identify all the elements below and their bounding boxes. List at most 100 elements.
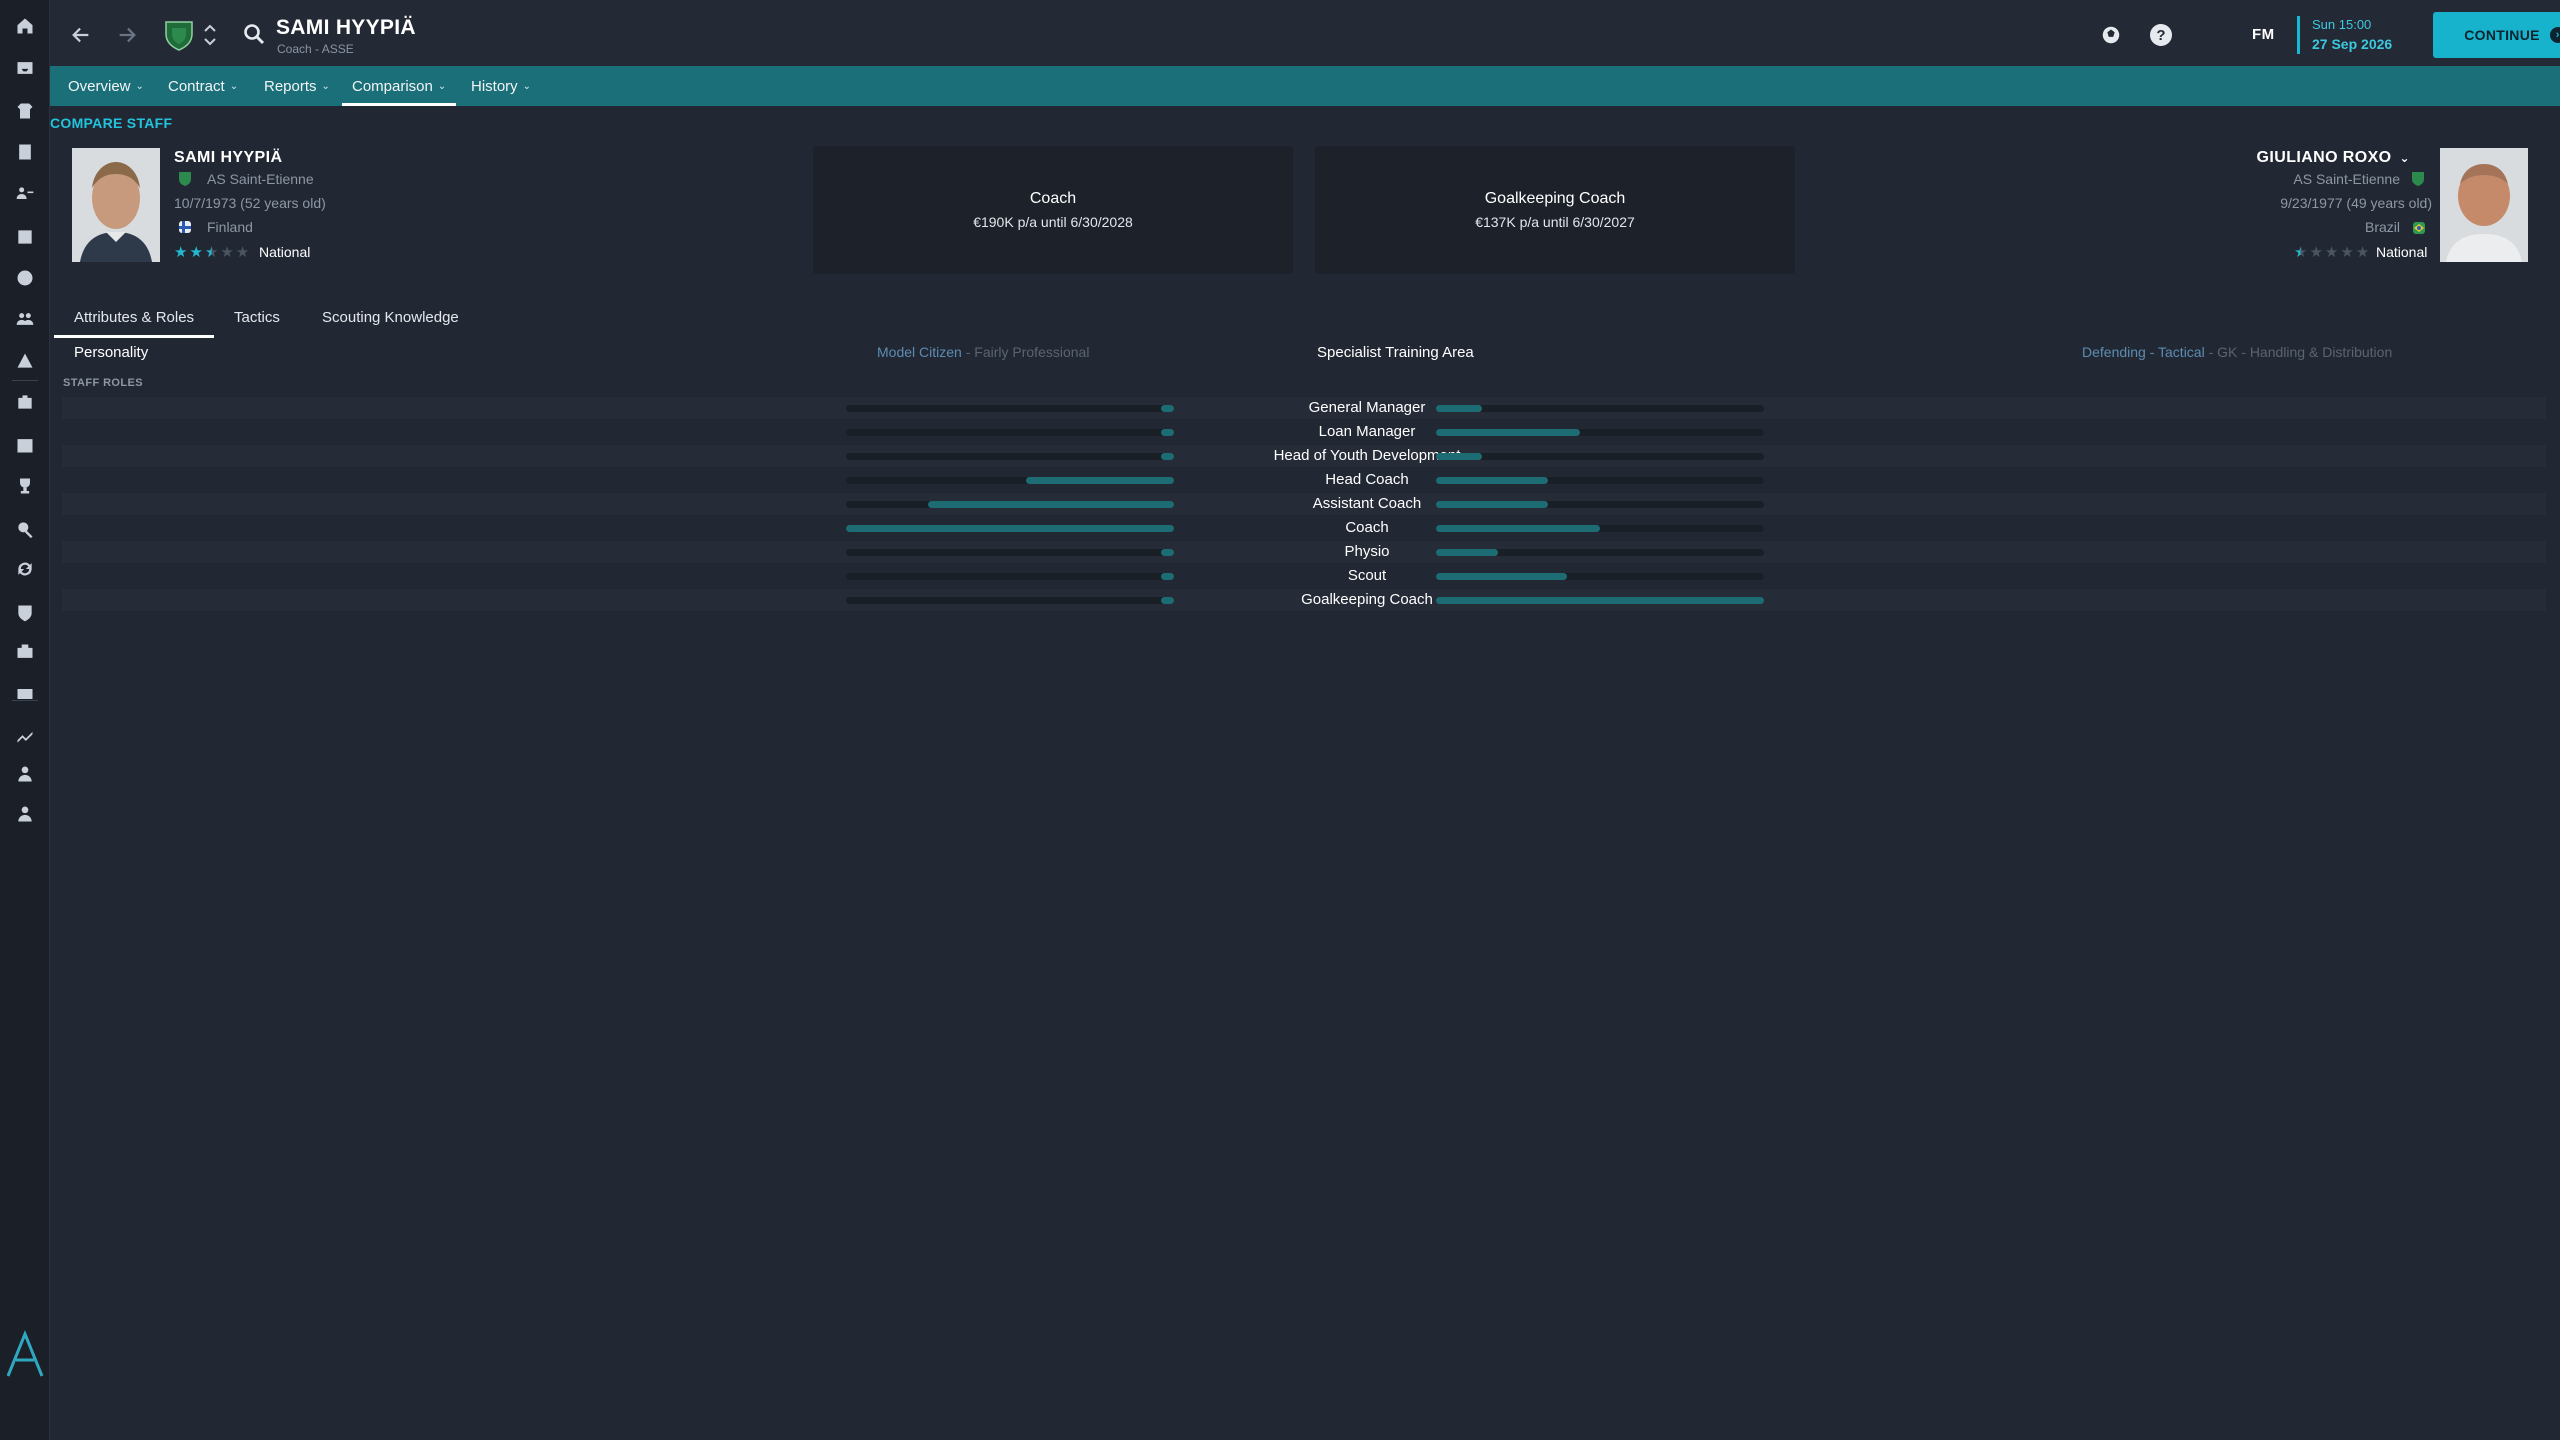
right-role-contract: €137K p/a until 6/30/2027 <box>1475 214 1635 230</box>
star-icon: ★ <box>235 244 250 261</box>
staff-photo-left-icon <box>72 148 160 262</box>
star-icon: ★ <box>2355 244 2370 261</box>
menu-comparison-label: Comparison <box>352 77 433 95</box>
left-role-bar-track <box>846 405 1174 412</box>
help-icon: ? <box>2150 24 2172 46</box>
left-role-bar-track <box>846 597 1174 604</box>
star-icon: ★ <box>2309 244 2323 261</box>
fm-social-button[interactable] <box>2098 22 2124 48</box>
tab-attributes-roles[interactable]: Attributes & Roles <box>74 298 194 336</box>
date-accent-bar <box>2297 16 2300 54</box>
section-title: COMPARE STAFF <box>50 115 173 131</box>
transfers-icon[interactable] <box>13 557 37 581</box>
back-button[interactable] <box>66 20 96 50</box>
menu-history[interactable]: History ⌄ <box>471 66 531 106</box>
menu-overview[interactable]: Overview ⌄ <box>68 66 144 106</box>
dynamics-icon[interactable] <box>13 307 37 331</box>
search-icon[interactable] <box>242 22 266 46</box>
data-hub-icon[interactable] <box>13 724 37 748</box>
right-role-bar <box>1436 597 1764 604</box>
staff-icon[interactable] <box>13 182 37 206</box>
staff-role-row: Head of Youth Development <box>62 445 2546 467</box>
manager-icon[interactable] <box>13 762 37 786</box>
right-role-card: Goalkeeping Coach €137K p/a until 6/30/2… <box>1315 146 1795 274</box>
left-role-bar-track <box>846 453 1174 460</box>
finland-flag-icon <box>179 221 191 233</box>
staff-profile-icon[interactable] <box>13 802 37 826</box>
right-staff-club[interactable]: AS Saint-Etienne <box>2293 171 2400 187</box>
help-button[interactable]: ? <box>2148 22 2174 48</box>
menu-history-label: History <box>471 77 518 95</box>
staff-role-label: Scout <box>1347 567 1387 584</box>
right-staff-name-select[interactable]: GIULIANO ROXO ⌄ <box>2180 149 2410 167</box>
right-role-bar-track <box>1436 573 1764 580</box>
chevron-down-icon: ⌄ <box>437 80 447 92</box>
scouting-icon[interactable] <box>13 517 37 541</box>
star-icon: ★ <box>189 244 203 261</box>
finances-icon[interactable] <box>13 640 37 664</box>
menu-reports[interactable]: Reports ⌄ <box>264 66 330 106</box>
left-role-contract: €190K p/a until 6/30/2028 <box>973 214 1133 230</box>
staff-role-label: General Manager <box>1308 399 1426 416</box>
right-role-bar <box>1436 573 1568 580</box>
chevron-down-icon: ⌄ <box>229 80 239 92</box>
tab-tactics-label: Tactics <box>234 308 280 326</box>
home-icon[interactable] <box>13 14 37 38</box>
staff-role-label: Physio <box>1344 543 1390 560</box>
active-tab-indicator <box>54 335 214 338</box>
left-staff-nation[interactable]: Finland <box>207 219 253 235</box>
arrow-left-icon <box>72 27 89 43</box>
tab-scouting-knowledge[interactable]: Scouting Knowledge <box>322 298 459 336</box>
star-icon: ★ <box>2324 244 2339 261</box>
staff-role-label: Assistant Coach <box>1312 495 1422 512</box>
inbox-icon[interactable] <box>13 56 37 80</box>
left-staff-dob: 10/7/1973 (52 years old) <box>174 195 326 211</box>
tab-tactics[interactable]: Tactics <box>234 298 280 336</box>
left-staff-name[interactable]: SAMI HYYPIÄ <box>174 149 283 166</box>
staff-role-row: Coach <box>62 517 2546 539</box>
schedule-icon[interactable] <box>13 433 37 457</box>
continue-button[interactable]: CONTINUE › <box>2433 12 2560 58</box>
menu-contract[interactable]: Contract ⌄ <box>168 66 238 106</box>
right-staff-nation[interactable]: Brazil <box>2364 219 2400 235</box>
tactics-icon[interactable] <box>13 140 37 164</box>
right-staff-name: GIULIANO ROXO <box>2256 149 2392 166</box>
staff-role-row: Scout <box>62 565 2546 587</box>
medical-icon[interactable] <box>13 390 37 414</box>
right-staff-photo[interactable] <box>2440 148 2528 262</box>
tab-attributes-roles-label: Attributes & Roles <box>74 308 195 326</box>
left-staff-club[interactable]: AS Saint-Etienne <box>207 171 314 187</box>
left-sidebar <box>0 0 50 1440</box>
club-crest-icon[interactable] <box>162 18 196 52</box>
right-role-bar-track <box>1436 549 1764 556</box>
left-role-bar-track <box>846 477 1174 484</box>
staff-role-label: Goalkeeping Coach <box>1301 591 1433 608</box>
training-icon[interactable] <box>13 225 37 249</box>
specialist-label: Specialist Training Area <box>1317 344 1474 361</box>
game-date: 27 Sep 2026 <box>2312 36 2393 52</box>
left-role-bar-track <box>846 549 1174 556</box>
left-staff-photo[interactable] <box>72 148 160 262</box>
switch-staff-icon[interactable] <box>203 22 217 48</box>
left-reputation-stars: ★ ★ ★ ★ ★ <box>174 245 249 260</box>
competitions-icon[interactable] <box>13 474 37 498</box>
personality-value: Model Citizen - Fairly Professional <box>877 344 1089 360</box>
arrow-right-icon <box>119 27 136 43</box>
dev-centre-icon[interactable] <box>13 682 37 706</box>
star-half-icon: ★ <box>204 244 219 261</box>
menu-reports-label: Reports <box>264 77 317 95</box>
forward-button[interactable] <box>112 20 142 50</box>
match-icon[interactable] <box>13 266 37 290</box>
squad-icon[interactable] <box>13 99 37 123</box>
chevron-down-icon: ⌄ <box>135 80 144 92</box>
staff-role-row: Head Coach <box>62 469 2546 491</box>
right-role-bar-track <box>1436 525 1764 532</box>
left-role-bar <box>1160 429 1174 436</box>
menu-comparison[interactable]: Comparison ⌄ <box>341 66 457 106</box>
club-info-icon[interactable] <box>13 349 37 373</box>
club-vision-icon[interactable] <box>13 601 37 625</box>
staff-role-row: General Manager <box>62 397 2546 419</box>
personality-primary: Model Citizen <box>877 344 962 360</box>
left-role-bar <box>928 501 1174 508</box>
fm-logo: FM <box>2252 26 2275 43</box>
